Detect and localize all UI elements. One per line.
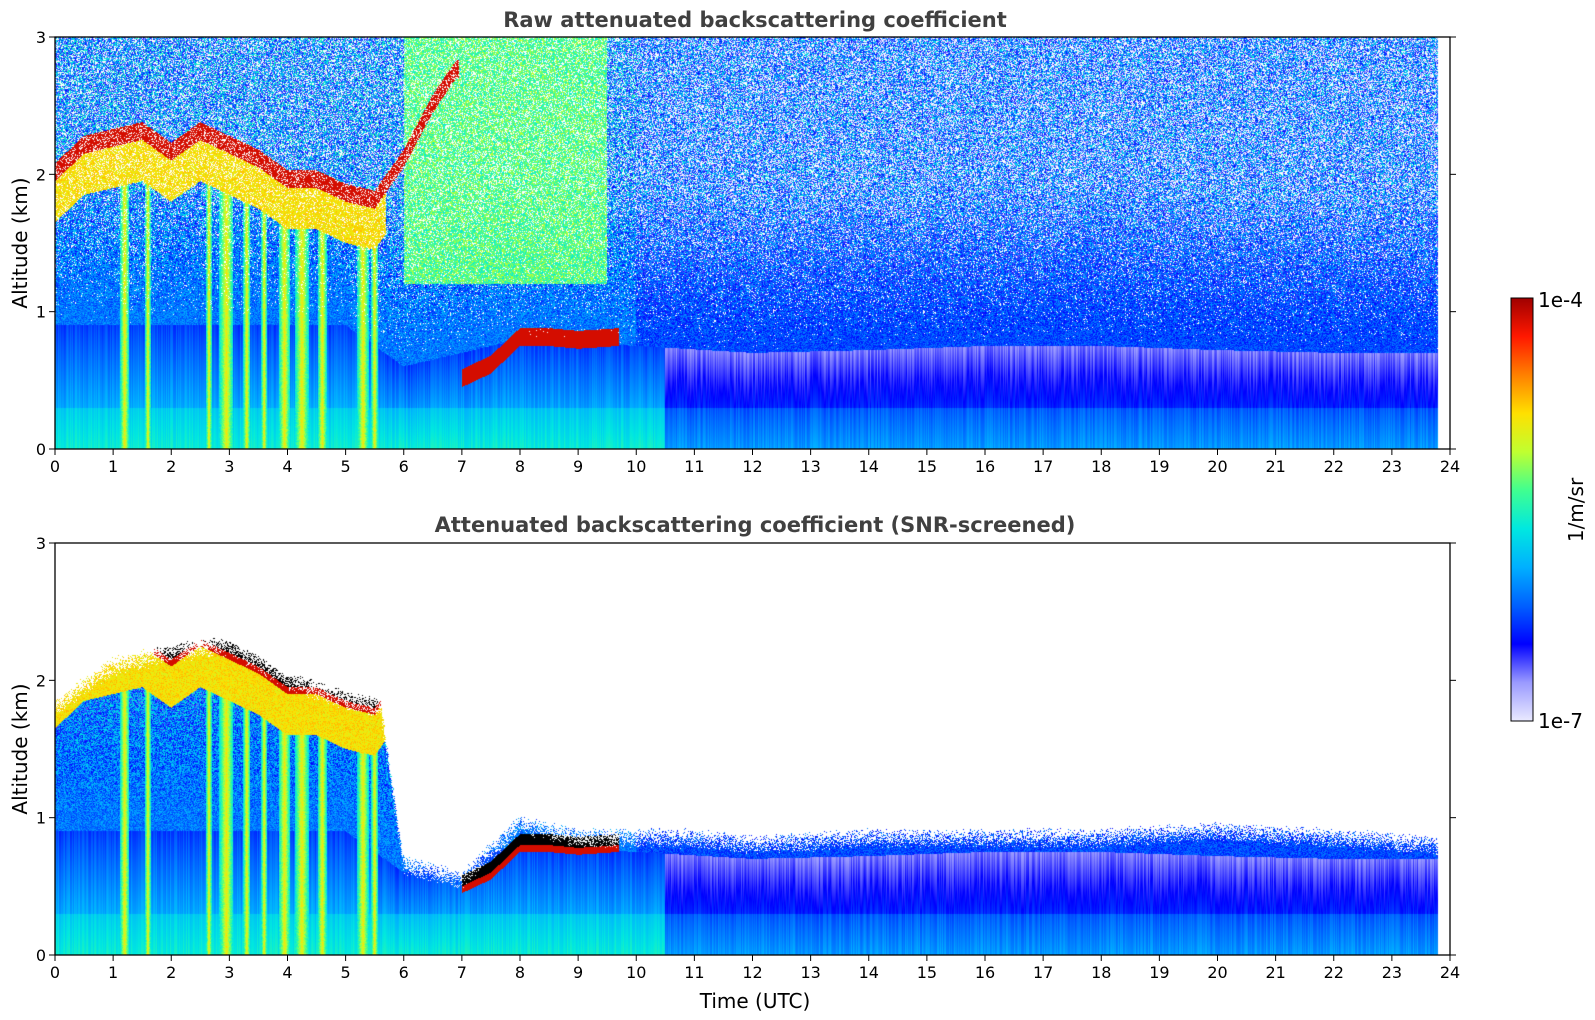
panel-screened-ticks: 0 1 2 3 4 5 6 7 8 9 10 11 12 13 14 15 16 17 18 19 20 21 22 23 24… [36, 534, 1460, 982]
x-tick-label: 16 [975, 457, 995, 476]
x-tick-label: 14 [859, 963, 879, 982]
x-tick-label: 6 [399, 963, 409, 982]
x-tick-label: 12 [742, 963, 762, 982]
x-tick-label: 18 [1091, 963, 1111, 982]
y-tick-label: 3 [36, 534, 46, 553]
colorbar-gradient [1510, 297, 1534, 722]
x-tick-label: 9 [573, 457, 583, 476]
x-tick-label: 5 [341, 963, 351, 982]
x-tick-label: 19 [1149, 457, 1169, 476]
x-tick-label: 23 [1382, 457, 1402, 476]
x-tick-label: 21 [1265, 457, 1285, 476]
x-tick-label: 15 [917, 963, 937, 982]
x-tick-label: 13 [800, 963, 820, 982]
panel-raw-title: Raw attenuated backscattering coefficien… [503, 8, 1007, 32]
colorbar-unit-label: 1/m/sr [1564, 477, 1588, 542]
x-tick-label: 13 [800, 457, 820, 476]
x-tick-label: 10 [626, 963, 646, 982]
x-tick-label: 6 [399, 457, 409, 476]
x-tick-label: 0 [50, 963, 60, 982]
x-tick-label: 23 [1382, 963, 1402, 982]
panel-screened: Attenuated backscattering coefficient (S… [8, 513, 1460, 1013]
x-tick-label: 24 [1440, 963, 1460, 982]
colorbar: 1e-4 1e-7 1/m/sr [1510, 288, 1588, 733]
x-tick-label: 3 [224, 457, 234, 476]
x-tick-label: 22 [1324, 963, 1344, 982]
panel-screened-heatmap [55, 543, 1450, 955]
x-tick-label: 16 [975, 963, 995, 982]
x-tick-label: 18 [1091, 457, 1111, 476]
y-tick-label: 0 [36, 440, 46, 459]
x-tick-label: 4 [282, 457, 292, 476]
y-tick-label: 0 [36, 946, 46, 965]
x-tick-label: 11 [684, 963, 704, 982]
x-tick-label: 1 [108, 457, 118, 476]
x-tick-label: 9 [573, 963, 583, 982]
x-tick-label: 7 [457, 963, 467, 982]
y-tick-label: 1 [36, 809, 46, 828]
x-tick-label: 8 [515, 963, 525, 982]
x-tick-label: 3 [224, 963, 234, 982]
x-tick-label: 19 [1149, 963, 1169, 982]
panel-screened-title: Attenuated backscattering coefficient (S… [435, 513, 1076, 537]
x-tick-label: 2 [166, 457, 176, 476]
x-tick-label: 2 [166, 963, 176, 982]
x-tick-label: 0 [50, 457, 60, 476]
x-tick-label: 24 [1440, 457, 1460, 476]
x-tick-label: 22 [1324, 457, 1344, 476]
x-tick-label: 20 [1207, 963, 1227, 982]
x-tick-label: 15 [917, 457, 937, 476]
colorbar-min-label: 1e-7 [1538, 709, 1583, 733]
x-tick-label: 14 [859, 457, 879, 476]
panel-screened-xlabel: Time (UTC) [699, 989, 811, 1013]
x-tick-label: 4 [282, 963, 292, 982]
colorbar-max-label: 1e-4 [1538, 288, 1583, 312]
panel-raw-ylabel: Altitude (km) [8, 177, 32, 308]
panel-screened-ylabel: Altitude (km) [8, 683, 32, 814]
x-tick-label: 17 [1033, 963, 1053, 982]
panel-raw: Raw attenuated backscattering coefficien… [8, 8, 1460, 476]
y-tick-label: 2 [36, 671, 46, 690]
x-tick-label: 8 [515, 457, 525, 476]
y-tick-label: 1 [36, 303, 46, 322]
panel-raw-heatmap [55, 37, 1450, 449]
x-tick-label: 20 [1207, 457, 1227, 476]
x-tick-label: 5 [341, 457, 351, 476]
y-tick-label: 2 [36, 165, 46, 184]
x-tick-label: 7 [457, 457, 467, 476]
y-tick-label: 3 [36, 28, 46, 47]
x-tick-label: 17 [1033, 457, 1053, 476]
x-tick-label: 11 [684, 457, 704, 476]
x-tick-label: 12 [742, 457, 762, 476]
x-tick-label: 10 [626, 457, 646, 476]
panel-raw-ticks: 0 1 2 3 4 5 6 7 8 9 10 11 12 13 14 15 16 17 18 19 20 21 22 23 24… [36, 28, 1460, 476]
x-tick-label: 21 [1265, 963, 1285, 982]
x-tick-label: 1 [108, 963, 118, 982]
